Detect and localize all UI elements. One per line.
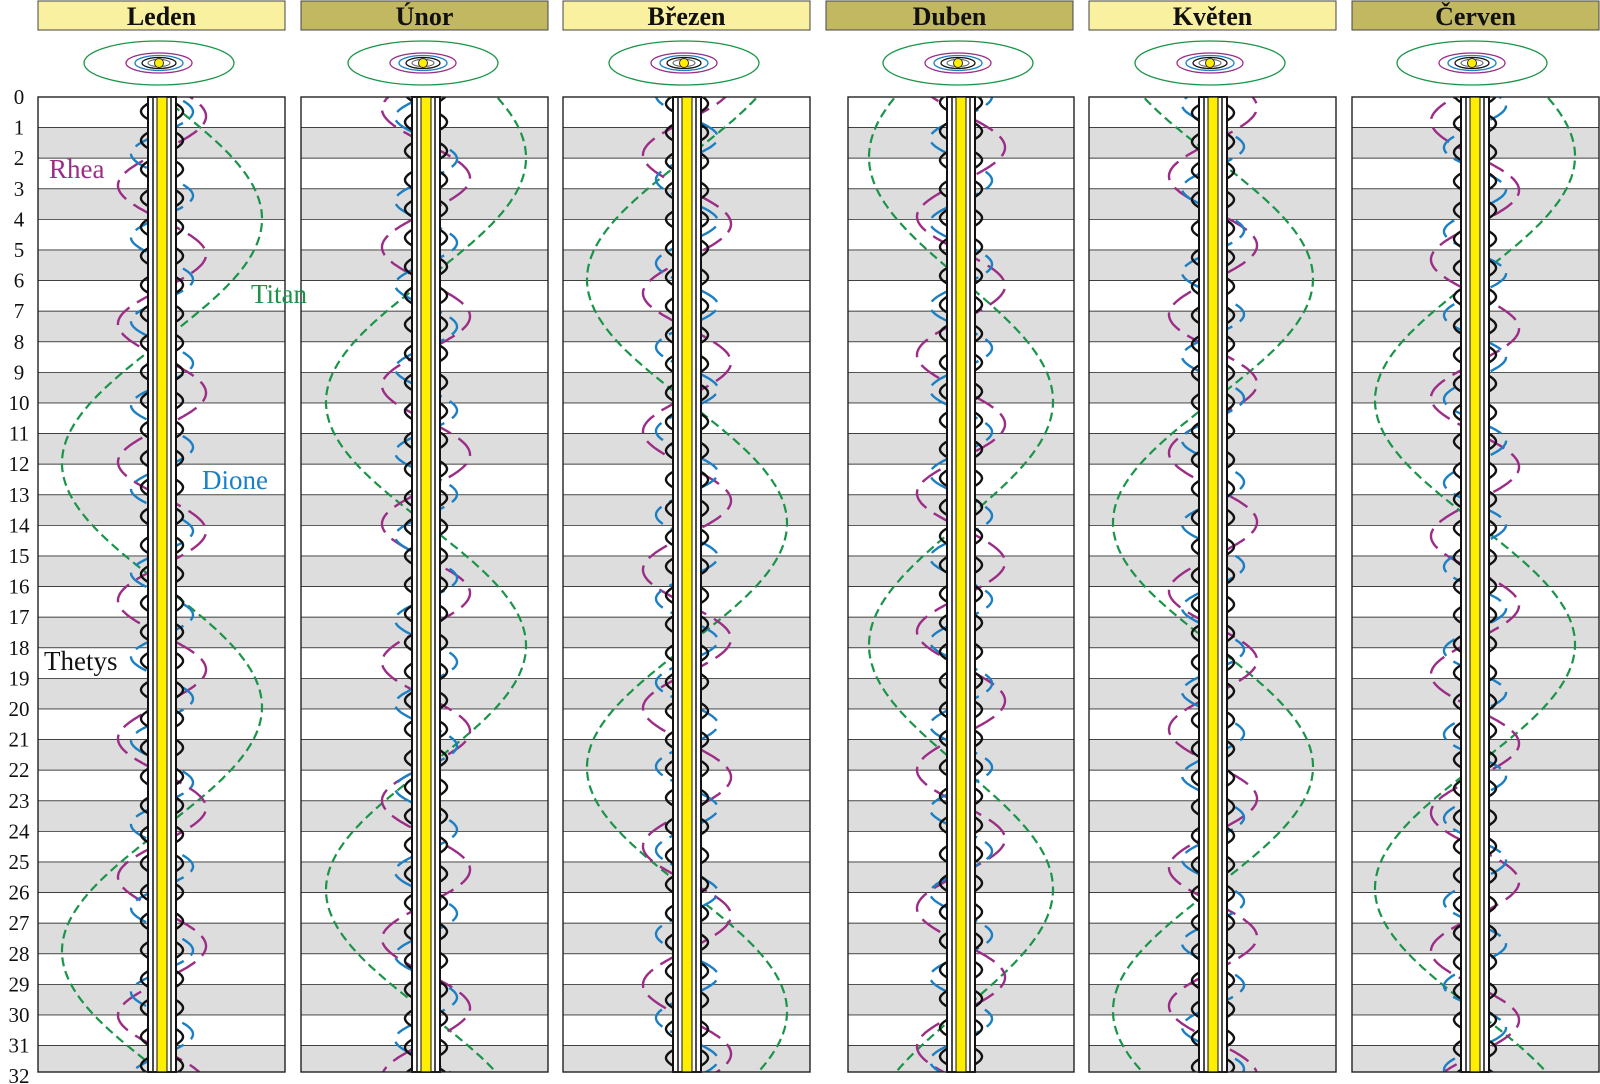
day-stripes — [37, 96, 1600, 1073]
titan-orbit-curve — [324, 97, 528, 1072]
day-label: 17 — [9, 605, 30, 629]
month-title: Červen — [1435, 2, 1516, 31]
month-title: Březen — [648, 2, 727, 31]
moon-label-rhea: Rhea — [49, 154, 104, 184]
orbit-icons — [83, 40, 1548, 86]
month-title: Květen — [1173, 2, 1253, 31]
day-label: 7 — [14, 299, 25, 323]
month-header-box — [37, 0, 286, 31]
day-label: 12 — [9, 452, 30, 476]
day-label: 11 — [9, 422, 29, 446]
day-label: 8 — [14, 330, 25, 354]
day-label: 28 — [9, 942, 30, 966]
day-label: 16 — [9, 575, 30, 599]
rhea-orbit-curve — [1167, 97, 1259, 1072]
day-label: 13 — [9, 483, 30, 507]
orbit-system-icon — [1396, 40, 1548, 86]
month-title: Leden — [127, 2, 197, 31]
month-frame — [37, 96, 286, 1073]
day-label: 20 — [9, 697, 30, 721]
dione-orbit-curve — [393, 97, 459, 1072]
day-label: 0 — [14, 85, 25, 109]
day-label: 23 — [9, 789, 30, 813]
day-label: 18 — [9, 636, 30, 660]
orbit-system-icon — [347, 40, 499, 86]
month-frame — [300, 96, 549, 1073]
month-title: Duben — [913, 2, 987, 31]
day-label: 3 — [14, 177, 25, 201]
month-frame — [1351, 96, 1600, 1073]
month-header-box — [1088, 0, 1337, 31]
titan-orbit-curve — [1373, 97, 1577, 1072]
day-label: 24 — [9, 819, 31, 843]
day-label: 5 — [14, 238, 25, 262]
month-frames — [37, 96, 1600, 1073]
month-frame — [1088, 96, 1337, 1073]
saturn-band — [1460, 96, 1490, 1073]
saturn-band — [946, 96, 976, 1073]
day-label: 1 — [14, 116, 25, 140]
month-headers: Leden Únor Březen Duben Květen Červen — [37, 0, 1600, 31]
month-header-box — [825, 0, 1074, 31]
moon-label-dione: Dione — [202, 465, 268, 495]
titan-orbit-curve — [1111, 97, 1315, 1072]
moon-orbit-curves — [60, 97, 1577, 1072]
day-label: 10 — [9, 391, 30, 415]
day-label: 15 — [9, 544, 30, 568]
titan-orbit-curve — [60, 97, 264, 1072]
moon-label-thetys: Thetys — [44, 646, 118, 676]
day-label: 22 — [9, 758, 30, 782]
day-axis: 0123456789101112131415161718192021222324… — [9, 85, 31, 1084]
titan-orbit-curve — [585, 97, 789, 1072]
orbit-system-icon — [1134, 40, 1286, 86]
day-label: 21 — [9, 728, 30, 752]
day-label: 25 — [9, 850, 30, 874]
day-label: 29 — [9, 972, 30, 996]
day-label: 31 — [9, 1034, 30, 1058]
day-label: 9 — [14, 360, 25, 384]
month-header-box — [1351, 0, 1600, 31]
month-header-box — [300, 0, 549, 31]
saturn-band — [672, 96, 702, 1073]
day-label: 30 — [9, 1003, 30, 1027]
day-label: 26 — [9, 881, 30, 905]
day-label: 32 — [9, 1064, 30, 1084]
saturn-band — [147, 96, 177, 1073]
day-label: 4 — [14, 207, 25, 231]
month-header-box — [562, 0, 811, 31]
saturn-band — [1198, 96, 1228, 1073]
day-label: 14 — [9, 513, 31, 537]
day-label: 6 — [14, 269, 25, 293]
month-frame — [562, 96, 811, 1073]
orbit-system-icon — [83, 40, 235, 86]
month-title: Únor — [396, 2, 454, 31]
month-frame — [847, 96, 1075, 1073]
day-label: 27 — [9, 911, 30, 935]
orbit-system-icon — [882, 40, 1034, 86]
day-label: 19 — [9, 666, 30, 690]
saturn-band — [411, 96, 441, 1073]
moon-label-titan: Titan — [251, 279, 308, 309]
saturn-bands — [147, 96, 1490, 1073]
rhea-orbit-curve — [380, 97, 472, 1072]
titan-orbit-curve — [867, 97, 1055, 1072]
orbit-system-icon — [608, 40, 760, 86]
day-label: 2 — [14, 146, 25, 170]
